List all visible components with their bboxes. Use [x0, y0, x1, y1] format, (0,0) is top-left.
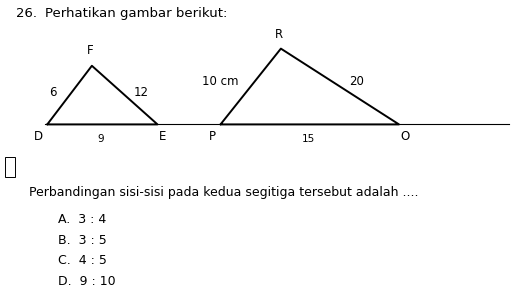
- Text: D: D: [34, 130, 43, 143]
- Text: E: E: [159, 130, 166, 143]
- Text: 15: 15: [302, 134, 316, 144]
- Text: F: F: [87, 44, 93, 57]
- Text: 9: 9: [98, 134, 104, 144]
- Bar: [5, 157, 15, 177]
- Text: 12: 12: [134, 86, 149, 99]
- Text: A.  3 : 4: A. 3 : 4: [58, 213, 106, 226]
- Text: 10 cm: 10 cm: [202, 75, 239, 88]
- Text: 26.: 26.: [16, 7, 37, 20]
- Text: 6: 6: [49, 86, 56, 100]
- Text: Perhatikan gambar berikut:: Perhatikan gambar berikut:: [45, 7, 227, 20]
- Text: Perbandingan sisi-sisi pada kedua segitiga tersebut adalah ....: Perbandingan sisi-sisi pada kedua segiti…: [29, 186, 418, 199]
- Text: O: O: [401, 130, 410, 143]
- Text: R: R: [275, 28, 284, 41]
- Text: P: P: [209, 130, 216, 143]
- Text: 20: 20: [349, 75, 364, 88]
- Text: C.  4 : 5: C. 4 : 5: [58, 254, 107, 267]
- Text: D.  9 : 10: D. 9 : 10: [58, 275, 116, 286]
- Text: B.  3 : 5: B. 3 : 5: [58, 234, 107, 247]
